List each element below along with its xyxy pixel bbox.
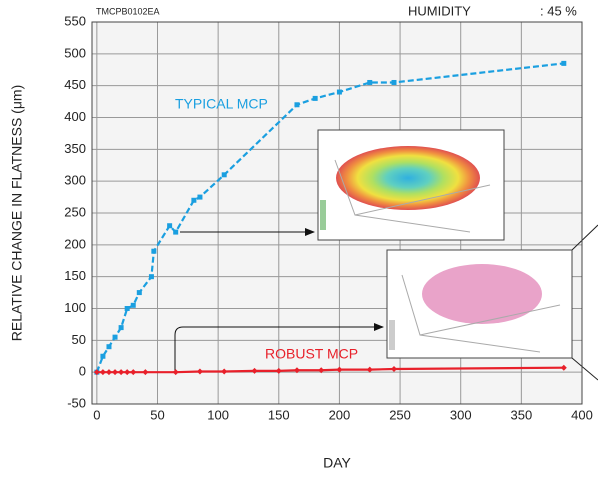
y-tick-label: 450 [64,77,86,92]
data-point [167,223,173,229]
insets [174,129,598,381]
data-point [136,290,142,296]
data-point [112,334,118,340]
data-point [130,302,136,308]
data-point [173,229,179,235]
y-tick-label: -50 [67,395,86,410]
x-tick-label: 300 [450,407,472,422]
plot-frame [91,21,583,405]
inset-axes [334,159,491,233]
data-point [148,274,154,280]
y-axis-title: RELATIVE CHANGE IN FLATNESS (μm) [9,85,25,341]
x-tick-label: 150 [268,407,290,422]
data-point [251,367,258,374]
data-point [221,368,228,375]
series-label: TYPICAL MCP [175,96,268,112]
data-point [196,368,203,375]
data-point [318,367,325,374]
x-tick-label: 0 [93,407,100,422]
y-tick-label: 50 [72,332,86,347]
data-point [105,369,112,376]
y-tick-label: 350 [64,141,86,156]
y-tick-label: 150 [64,268,86,283]
inset-scale [320,200,326,230]
data-point [561,60,567,66]
x-tick-label: 400 [571,407,593,422]
inset-surface [336,146,480,210]
y-tick-label: 500 [64,45,86,60]
y-tick-label: 400 [64,109,86,124]
data-point [93,369,100,376]
condition-label: HUMIDITY [408,3,471,18]
series-label: ROBUST MCP [265,346,358,362]
inset-scale [389,320,395,350]
data-point [118,325,124,331]
data-point [366,366,373,373]
data-point [560,364,567,371]
y-tick-label: 250 [64,204,86,219]
callout-line [571,357,598,381]
data-point [118,369,125,376]
inset-surface [422,264,542,324]
data-point [130,369,137,376]
x-tick-label: 350 [511,407,533,422]
data-point [391,79,397,85]
data-point [312,95,318,101]
y-tick-label: 550 [64,13,86,28]
inset-axes [401,274,561,353]
data-point [99,369,106,376]
x-tick-label: 100 [207,407,229,422]
data-point [124,306,130,311]
x-axis-title: DAY [323,455,351,471]
data-point [367,79,373,85]
x-tick-label: 200 [329,407,351,422]
data-point [197,194,203,200]
data-point [391,365,398,372]
x-tick-label: 50 [150,407,164,422]
data-point [100,353,106,359]
y-tick-label: 200 [64,236,86,251]
data-point [106,344,112,350]
data-point [293,367,300,374]
condition-value: : 45 % [540,3,577,18]
data-point [191,197,197,203]
data-point [275,367,282,374]
y-tick-label: 300 [64,173,86,188]
y-tick-label: 100 [64,300,86,315]
data-point [112,369,119,376]
data-point [172,369,179,376]
figure-code: TMCPB0102EA [96,6,160,16]
data-point [336,89,342,95]
arrow [174,323,384,370]
data-point [151,248,157,254]
data-point [336,366,343,373]
data-point [221,172,227,178]
y-tick-label: 0 [79,364,86,379]
data-point [142,369,149,376]
callout-line [571,224,598,251]
x-tick-label: 250 [389,407,411,422]
data-point [124,369,131,376]
data-point [294,102,300,108]
